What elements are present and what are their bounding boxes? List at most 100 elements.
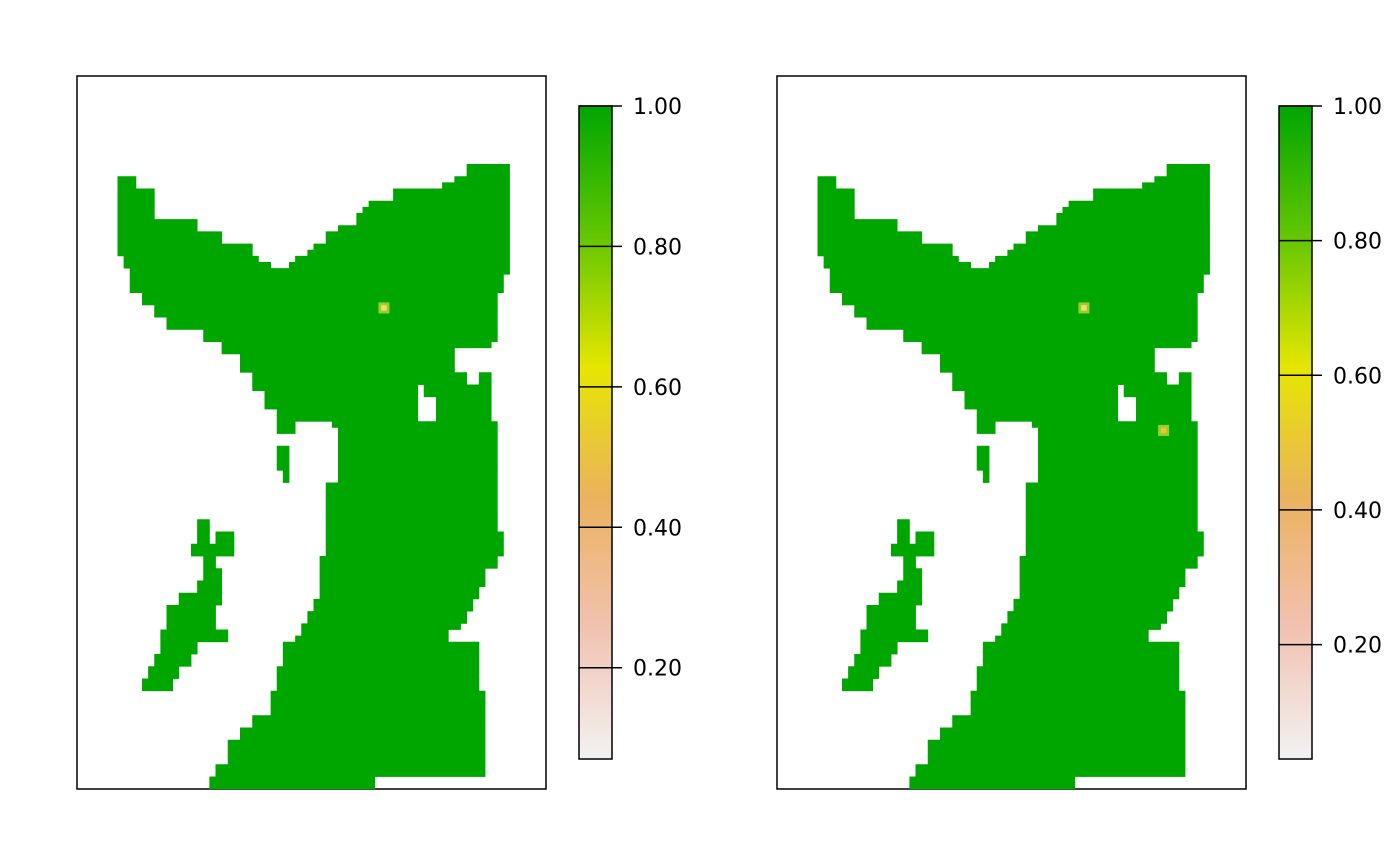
land-cell-run bbox=[964, 390, 1119, 398]
land-cell-run bbox=[178, 592, 223, 600]
land-cell-run bbox=[1025, 237, 1210, 245]
land-cell-run bbox=[842, 678, 874, 686]
land-cell-run bbox=[319, 586, 480, 594]
land-cell-run bbox=[436, 396, 492, 404]
land-cell-run bbox=[940, 360, 1155, 367]
land-cell-run bbox=[1056, 219, 1210, 226]
land-cell-run bbox=[442, 182, 510, 189]
land-cell-run bbox=[1038, 470, 1198, 477]
land-cell-run bbox=[148, 672, 180, 679]
land-cell-run bbox=[325, 507, 498, 514]
land-cell-run bbox=[1001, 629, 1149, 637]
land-cell-run bbox=[282, 647, 480, 655]
land-cell-run bbox=[1038, 451, 1198, 459]
land-cell-run bbox=[829, 280, 1204, 287]
land-cell-run bbox=[276, 684, 480, 692]
land-cell-run bbox=[276, 445, 290, 453]
land-cell-run bbox=[319, 580, 486, 588]
land-cell-run bbox=[915, 537, 935, 545]
land-cell-run bbox=[356, 213, 510, 220]
land-cell-run bbox=[142, 684, 174, 692]
land-cell-run bbox=[940, 727, 1186, 735]
land-cell-run bbox=[301, 629, 449, 637]
land-cell-run bbox=[878, 592, 923, 600]
land-cell-run bbox=[252, 715, 486, 722]
land-cell-run bbox=[1025, 507, 1198, 514]
land-cell-run bbox=[276, 464, 290, 471]
right-land-mass bbox=[817, 164, 1210, 790]
land-cell-run bbox=[240, 353, 455, 361]
land-cell-run bbox=[356, 219, 510, 226]
right-legend-tick-label-4: 0.40 bbox=[1333, 499, 1382, 524]
land-cell-run bbox=[829, 268, 972, 275]
land-cell-run bbox=[1178, 372, 1192, 379]
land-cell-run bbox=[319, 562, 498, 569]
land-cell-run bbox=[203, 556, 216, 563]
right-legend-tick-5: 0.20 bbox=[1279, 634, 1382, 659]
land-cell-run bbox=[995, 255, 1210, 263]
land-cell-run bbox=[203, 335, 498, 343]
land-cell-run bbox=[1038, 464, 1198, 471]
land-cell-run bbox=[227, 739, 486, 747]
land-cell-run bbox=[1019, 586, 1180, 594]
land-cell-run bbox=[325, 482, 498, 490]
right-legend-tick-label-5: 0.20 bbox=[1333, 634, 1382, 659]
land-cell-run bbox=[215, 531, 235, 539]
land-cell-run bbox=[325, 549, 504, 557]
land-cell-run bbox=[829, 286, 1204, 294]
land-cell-run bbox=[1123, 390, 1192, 398]
land-cell-run bbox=[252, 378, 468, 385]
land-cell-run bbox=[915, 531, 935, 539]
land-cell-run bbox=[252, 268, 510, 275]
land-cell-run bbox=[154, 304, 498, 312]
land-cell-run bbox=[325, 231, 510, 238]
land-cell-run bbox=[423, 390, 492, 398]
right-legend-tick-1: 1.00 bbox=[1279, 95, 1382, 120]
land-cell-run bbox=[903, 556, 916, 563]
land-cell-run bbox=[1025, 549, 1204, 557]
land-cell-run bbox=[338, 464, 498, 471]
land-cell-run bbox=[952, 372, 1168, 379]
right-hotspots bbox=[1078, 302, 1170, 436]
right-legend-colorbar bbox=[1279, 106, 1312, 759]
land-cell-run bbox=[325, 237, 510, 245]
land-cell-run bbox=[970, 696, 1186, 704]
left-hotspots bbox=[378, 302, 390, 314]
land-cell-run bbox=[252, 372, 468, 379]
land-cell-run bbox=[276, 421, 296, 428]
land-cell-run bbox=[154, 654, 192, 661]
land-cell-run bbox=[940, 733, 1186, 741]
land-cell-run bbox=[276, 451, 290, 459]
land-cell-run bbox=[891, 543, 935, 551]
land-cell-run bbox=[142, 678, 174, 686]
land-cell-run bbox=[117, 188, 155, 196]
land-cell-run bbox=[276, 678, 480, 686]
land-cell-run bbox=[282, 641, 480, 649]
land-cell-run bbox=[209, 782, 376, 790]
land-cell-run bbox=[970, 703, 1186, 710]
land-cell-run bbox=[976, 421, 996, 428]
land-cell-run bbox=[313, 605, 474, 612]
land-cell-run bbox=[817, 200, 855, 208]
land-cell-run bbox=[964, 396, 1119, 404]
land-cell-run bbox=[866, 611, 916, 618]
land-cell-run bbox=[1007, 249, 1210, 257]
land-cell-run bbox=[866, 317, 1198, 324]
land-cell-run bbox=[817, 213, 855, 220]
land-cell-run bbox=[1136, 415, 1192, 422]
land-cell-run bbox=[325, 494, 498, 502]
land-cell-run bbox=[903, 329, 1198, 336]
land-cell-run bbox=[454, 176, 510, 183]
land-cell-run bbox=[325, 525, 498, 532]
left-legend-tick-label-4: 0.40 bbox=[633, 516, 682, 541]
land-cell-run bbox=[817, 231, 923, 238]
land-cell-run bbox=[915, 764, 1186, 771]
land-cell-run bbox=[209, 776, 376, 784]
land-cell-run bbox=[817, 225, 898, 232]
land-cell-run bbox=[270, 703, 486, 710]
land-cell-run bbox=[866, 617, 916, 624]
land-cell-run bbox=[842, 292, 1198, 300]
land-cell-run bbox=[362, 206, 510, 214]
land-cell-run bbox=[325, 543, 504, 551]
